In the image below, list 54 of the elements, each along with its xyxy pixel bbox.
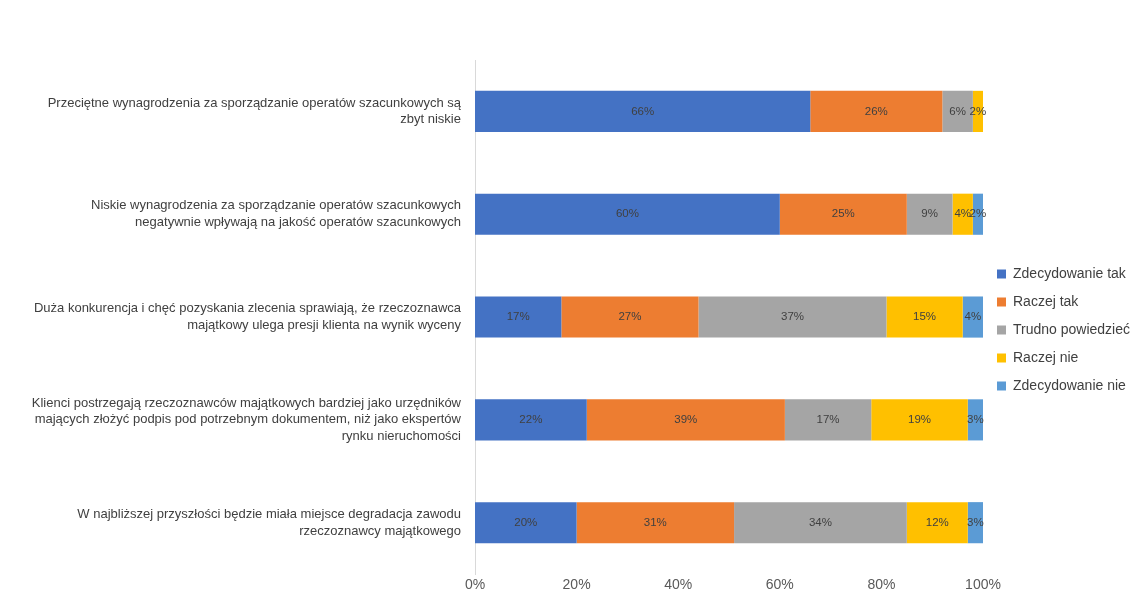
data-label: 6% xyxy=(949,104,966,117)
bar xyxy=(906,502,968,544)
x-tick-label: 0% xyxy=(464,576,486,593)
legend-label: Raczej nie xyxy=(1013,348,1079,365)
x-tick-label: 20% xyxy=(562,576,591,593)
data-label: 34% xyxy=(808,515,832,528)
data-label: 39% xyxy=(674,413,698,426)
bar xyxy=(962,296,984,338)
bar xyxy=(734,502,907,544)
bar xyxy=(475,90,811,132)
bar xyxy=(576,502,735,544)
bar xyxy=(475,296,562,338)
bar xyxy=(871,399,968,441)
data-label: 27% xyxy=(618,310,642,323)
legend-label: Zdecydowanie nie xyxy=(1013,376,1127,393)
y-tick-label: Przeciętne wynagrodzenia za sporządzanie operatów szacunkowych są zbyt niskie xyxy=(47,94,462,127)
bar xyxy=(779,193,907,235)
y-tick-label: Duża konkurencja i chęć pozyskania zlecenia sprawiają, że rzeczoznawca majątkowy ulega presji klienta na wynik wyceny xyxy=(33,300,462,333)
bar xyxy=(561,296,699,338)
y-tick-label: W najbliższej przyszłości będzie miała miejsce degradacja zawodu rzeczoznawcy majątkowego xyxy=(77,505,461,538)
bar xyxy=(475,502,577,544)
legend-label: Raczej tak xyxy=(1013,292,1080,309)
legend-label: Trudno powiedzieć xyxy=(1013,320,1131,337)
data-label: 26% xyxy=(864,104,888,117)
bar xyxy=(586,399,785,441)
data-label: 20% xyxy=(514,515,538,528)
bar xyxy=(784,399,872,441)
data-label: 37% xyxy=(780,310,805,323)
data-label: 25% xyxy=(831,207,855,220)
data-label: 9% xyxy=(921,207,938,220)
data-label: 15% xyxy=(913,310,937,323)
bar xyxy=(810,90,943,132)
x-tick-label: 80% xyxy=(867,576,896,593)
data-label: 4% xyxy=(964,310,982,323)
bar xyxy=(906,193,953,235)
legend-label: Zdecydowanie tak xyxy=(1013,264,1127,281)
data-label: 4% xyxy=(954,207,971,220)
data-label: 12% xyxy=(925,515,949,528)
data-label: 60% xyxy=(615,207,639,220)
data-label: 22% xyxy=(519,413,543,426)
data-label: 31% xyxy=(643,515,667,528)
bar xyxy=(698,296,887,338)
y-tick-label: Klienci postrzegają rzeczoznawców majątkowych bardziej jako urzędników mających złożyć podpis pod potrzebnym dokumentem, niż jako ekspertów rynku nieruchomości xyxy=(31,394,462,444)
data-label: 66% xyxy=(631,104,655,117)
x-tick-label: 40% xyxy=(664,576,693,593)
bar xyxy=(886,296,963,338)
data-label: 17% xyxy=(816,413,840,426)
x-tick-label: 60% xyxy=(765,576,794,593)
bar xyxy=(475,193,780,235)
x-tick-label: 100% xyxy=(965,576,1001,593)
bar xyxy=(475,399,587,441)
data-label: 19% xyxy=(907,413,932,426)
y-tick-label: Niskie wynagrodzenia za sporządzanie operatów szacunkowych negatywnie wpływają na jakość operatów szacunkowych xyxy=(91,197,461,230)
data-label: 17% xyxy=(506,310,530,323)
